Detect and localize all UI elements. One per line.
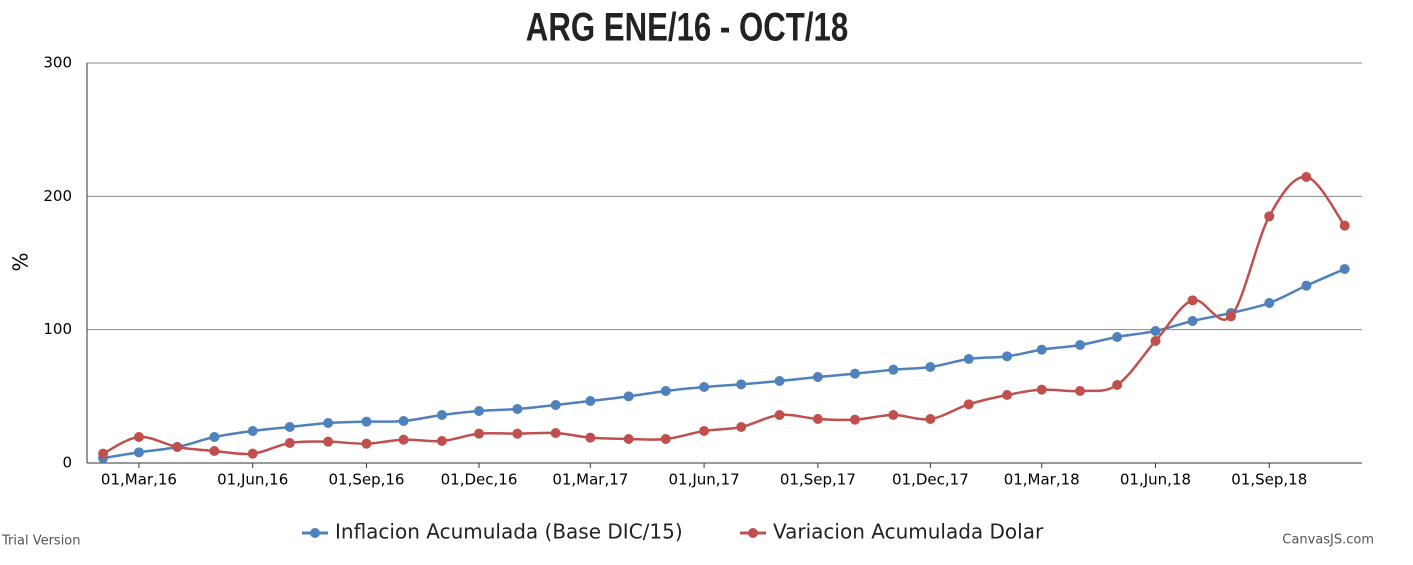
point [1036, 344, 1047, 355]
x-tick-label: 01,Jun,18 [1120, 471, 1191, 489]
point [736, 379, 747, 390]
point [361, 438, 372, 449]
point [1075, 386, 1086, 396]
point [1301, 172, 1312, 182]
point [172, 442, 183, 452]
point [323, 436, 334, 447]
point [623, 434, 634, 444]
point [1112, 332, 1123, 342]
point [963, 354, 974, 364]
legend-label: Variacion Acumulada Dolar [773, 520, 1044, 544]
point [133, 447, 144, 458]
legend-marker [748, 528, 758, 538]
point [812, 414, 823, 424]
y-tick-label: 300 [43, 54, 72, 72]
point [585, 396, 596, 406]
point [1036, 384, 1047, 395]
series-line [102, 267, 1346, 460]
point [812, 372, 823, 382]
point [512, 404, 523, 414]
point [1225, 311, 1236, 322]
point [660, 386, 671, 396]
x-tick-label: 01,Mar,18 [1004, 471, 1080, 489]
point [284, 438, 295, 448]
point [1112, 380, 1123, 390]
point [1002, 390, 1013, 400]
point [436, 436, 447, 446]
chart-title: ARG ENE/16 - OCT/18 [526, 5, 848, 50]
point [1339, 264, 1350, 274]
legend-label: Inflacion Acumulada (Base DIC/15) [335, 520, 683, 544]
point [1150, 336, 1161, 346]
point [361, 416, 372, 427]
point [888, 364, 899, 375]
point [209, 446, 220, 456]
x-tick-label: 01,Dec,17 [892, 471, 969, 489]
point [1301, 280, 1312, 291]
point [247, 448, 258, 459]
point [398, 416, 409, 426]
point [550, 428, 561, 438]
watermark: Trial Version [1, 534, 81, 549]
point [925, 414, 936, 424]
y-tick-label: 100 [43, 320, 72, 338]
point [585, 432, 596, 443]
x-tick-label: 01,Mar,16 [101, 471, 177, 489]
x-tick-label: 01,Jun,16 [217, 471, 288, 489]
point [623, 391, 634, 402]
point [925, 362, 936, 372]
point [1264, 298, 1275, 308]
x-tick-label: 01,Sep,18 [1231, 471, 1307, 489]
x-tick-label: 01,Mar,17 [552, 471, 628, 489]
credit: CanvasJS.com [1282, 533, 1374, 548]
point [736, 422, 747, 432]
x-tick-label: 01,Dec,16 [441, 471, 518, 489]
legend-marker [310, 528, 320, 538]
point [284, 422, 295, 432]
series-line [102, 175, 1346, 456]
x-tick-label: 01,Jun,17 [669, 471, 740, 489]
point [774, 376, 785, 386]
point [474, 406, 485, 416]
x-tick-label: 01,Sep,16 [328, 471, 404, 489]
point [1264, 211, 1275, 222]
point [1339, 220, 1350, 231]
point [1187, 295, 1198, 306]
point [209, 432, 220, 442]
point [1002, 351, 1013, 362]
point [774, 410, 785, 420]
point [1075, 340, 1086, 350]
point [512, 428, 523, 439]
point [247, 426, 258, 436]
point [849, 414, 860, 425]
y-tick-label: 200 [43, 187, 72, 205]
point [963, 399, 974, 410]
point [699, 426, 710, 436]
y-tick-label: 0 [62, 454, 72, 472]
y-axis-label: % [9, 252, 33, 271]
point [550, 400, 561, 410]
point [1187, 316, 1198, 326]
point [436, 410, 447, 420]
x-tick-label: 01,Sep,17 [780, 471, 856, 489]
point [888, 410, 899, 420]
point [849, 368, 860, 379]
point [398, 434, 409, 445]
point [98, 448, 109, 459]
point [1150, 326, 1161, 336]
point [660, 434, 671, 444]
point [323, 418, 334, 428]
point [699, 382, 710, 392]
point [133, 432, 144, 442]
point [474, 428, 485, 439]
